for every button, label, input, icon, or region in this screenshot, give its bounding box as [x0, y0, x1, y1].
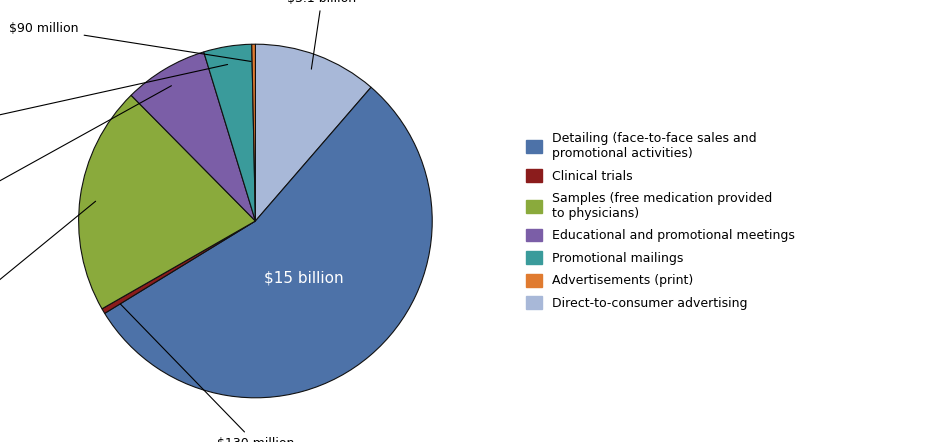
Wedge shape [252, 44, 255, 221]
Legend: Detailing (face-to-face sales and
promotional activities), Clinical trials, Samp: Detailing (face-to-face sales and promot… [526, 132, 795, 310]
Text: $3.1 billion: $3.1 billion [288, 0, 357, 69]
Wedge shape [102, 221, 255, 313]
Text: $5.7 billion: $5.7 billion [0, 201, 96, 320]
Wedge shape [203, 44, 255, 221]
Text: $90 million: $90 million [9, 23, 251, 61]
Wedge shape [131, 52, 255, 221]
Text: $15 billion: $15 billion [264, 270, 343, 285]
Wedge shape [255, 44, 371, 221]
Text: $130 million: $130 million [120, 304, 294, 442]
Text: $2.1 billion: $2.1 billion [0, 86, 171, 210]
Text: $1.2 billion: $1.2 billion [0, 65, 228, 130]
Wedge shape [79, 95, 255, 309]
Wedge shape [105, 87, 432, 398]
